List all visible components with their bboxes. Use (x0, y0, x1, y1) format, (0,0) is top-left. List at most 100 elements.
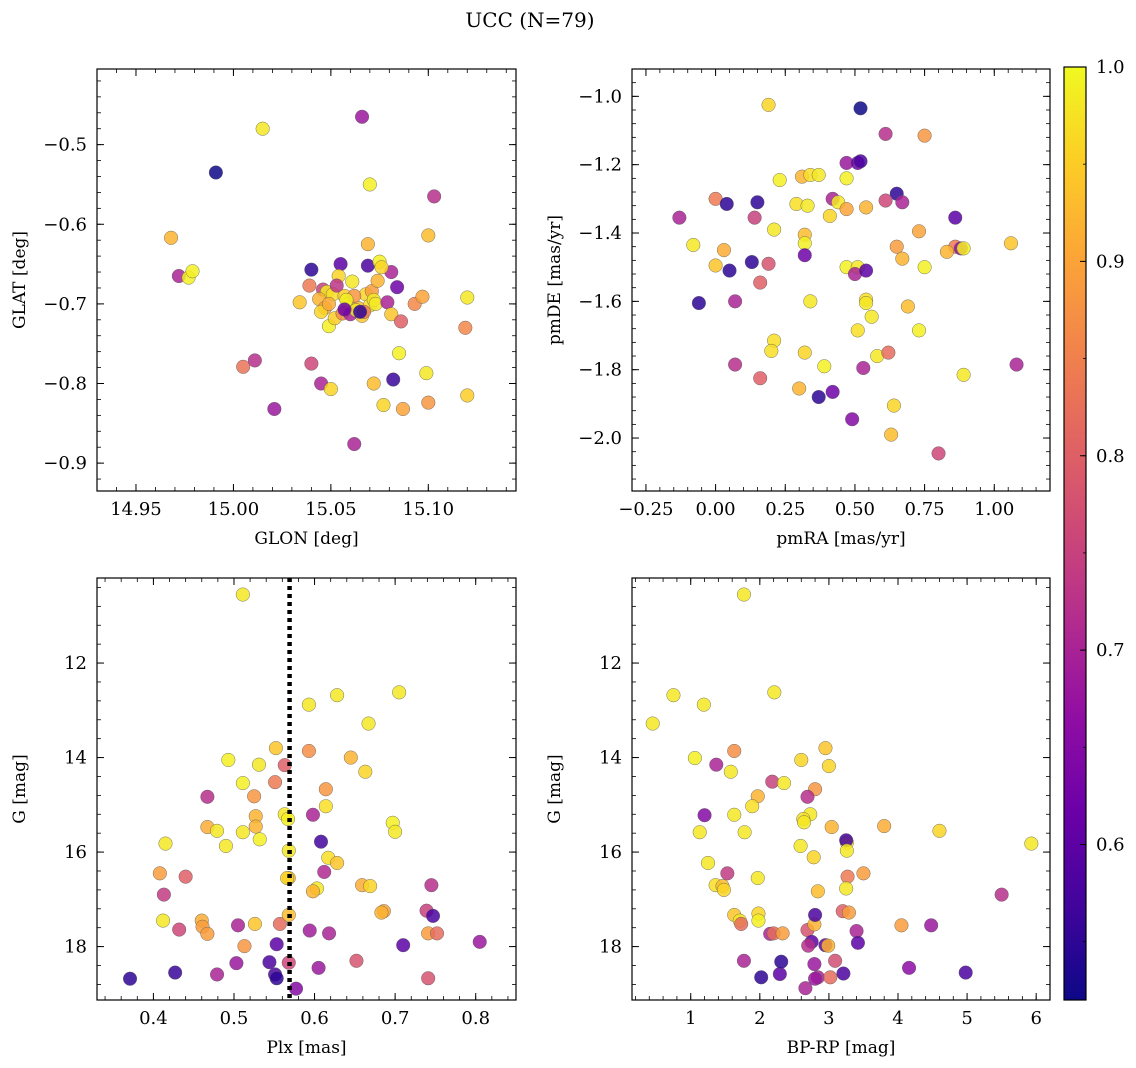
scatter-point (421, 395, 436, 410)
scatter-point (305, 807, 320, 822)
scatter-point (808, 907, 823, 922)
scatter-point (210, 823, 225, 838)
x-tick-label: 0.5 (220, 1008, 249, 1029)
scatter-point (772, 967, 787, 982)
scatter-points (123, 587, 487, 996)
scatter-point (358, 764, 373, 779)
x-axis-label: pmRA [mas/yr] (776, 529, 905, 549)
scatter-point (330, 855, 345, 870)
scatter-point (701, 855, 716, 870)
scatter-point (156, 913, 171, 928)
y-tick-label: 12 (64, 653, 87, 674)
x-tick-label: 15.05 (305, 499, 357, 520)
y-tick-label: −0.9 (43, 453, 87, 474)
scatter-point (736, 587, 751, 602)
scatter-point (235, 776, 250, 791)
scatter-point (856, 360, 871, 375)
scatter-point (859, 200, 874, 215)
scatter-point (317, 864, 332, 879)
scatter-point (895, 251, 910, 266)
scatter-point (823, 970, 838, 985)
panel-plx-g: 0.4 0.5 0.6 0.7 0.8 12 14 16 18 Plx [mas] G [mag] (10, 577, 517, 1058)
scatter-point (353, 304, 368, 319)
scatter-point (917, 260, 932, 275)
y-tick-label: −1.8 (578, 360, 622, 381)
scatter-point (719, 196, 734, 211)
scatter-point (362, 177, 377, 192)
scatter-point (727, 743, 742, 758)
scatter-point (236, 359, 251, 374)
scatter-point (775, 926, 790, 941)
scatter-point (902, 960, 917, 975)
scatter-point (302, 278, 317, 293)
scatter-point (777, 776, 792, 791)
scatter-point (798, 981, 813, 996)
scatter-point (708, 258, 723, 273)
scatter-point (272, 916, 287, 931)
scatter-point (1003, 236, 1018, 251)
x-tick-label: 6 (1030, 1008, 1041, 1029)
x-tick-label: 3 (823, 1008, 834, 1029)
scatter-point (164, 230, 179, 245)
scatter-point (392, 346, 407, 361)
y-tick-label: 14 (64, 748, 87, 769)
scatter-points (164, 109, 475, 452)
scatter-point (939, 244, 954, 259)
scatter-point (262, 955, 277, 970)
scatter-point (850, 935, 865, 950)
scatter-point (849, 924, 864, 939)
scatter-point (1009, 357, 1024, 372)
scatter-point (727, 807, 742, 822)
scatter-point (750, 195, 765, 210)
x-tick-label: 0.7 (381, 1008, 410, 1029)
scatter-point (808, 971, 823, 986)
scatter-points (672, 97, 1024, 461)
scatter-point (817, 359, 832, 374)
scatter-point (426, 908, 441, 923)
y-tick-label: 18 (599, 937, 622, 958)
scatter-point (811, 390, 826, 405)
scatter-point (322, 926, 337, 941)
scatter-point (415, 289, 430, 304)
scatter-point (751, 913, 766, 928)
scatter-point (825, 384, 840, 399)
scatter-point (797, 815, 812, 830)
panels: 14.95 15.00 15.05 15.10 −0.5 −0.6 −0.7 −0.8 −0.9… (10, 68, 1051, 1058)
scatter-point (856, 866, 871, 881)
axes-frame (96, 68, 517, 492)
scatter-point (878, 126, 893, 141)
scatter-point (301, 697, 316, 712)
scatter-point (386, 372, 401, 387)
scatter-point (156, 887, 171, 902)
scatter-point (304, 356, 319, 371)
scatter-point (168, 965, 183, 980)
x-tick-label: 2 (754, 1008, 765, 1029)
scatter-point (818, 741, 833, 756)
scatter-point (747, 210, 762, 225)
scatter-point (314, 834, 329, 849)
panel-pmra-pmde: −0.25 0.00 0.25 0.50 0.75 1.00 −1.0 −1.2 −1.4 −1.… (545, 68, 1051, 549)
x-tick-label: 1 (685, 1008, 696, 1029)
y-tick-label: −1.6 (578, 291, 622, 312)
colorbar-tick-label: 0.6 (1096, 835, 1125, 856)
y-axis-label: pmDE [mas/yr] (545, 215, 565, 345)
scatter-point (821, 759, 836, 774)
scatter-point (318, 799, 333, 814)
scatter-point (229, 956, 244, 971)
scatter-point (390, 280, 405, 295)
scatter-point (803, 294, 818, 309)
scatter-point (200, 926, 215, 941)
scatter-point (797, 248, 812, 263)
scatter-point (845, 412, 860, 427)
scatter-point (900, 299, 915, 314)
scatter-point (853, 101, 868, 116)
colorbar-tick-label: 0.8 (1096, 446, 1125, 467)
scatter-point (251, 757, 266, 772)
scatter-point (753, 275, 768, 290)
scatter-point (931, 446, 946, 461)
scatter-point (152, 866, 167, 881)
scatter-point (850, 323, 865, 338)
scatter-point (221, 752, 236, 767)
x-tick-label: −0.25 (618, 499, 673, 520)
